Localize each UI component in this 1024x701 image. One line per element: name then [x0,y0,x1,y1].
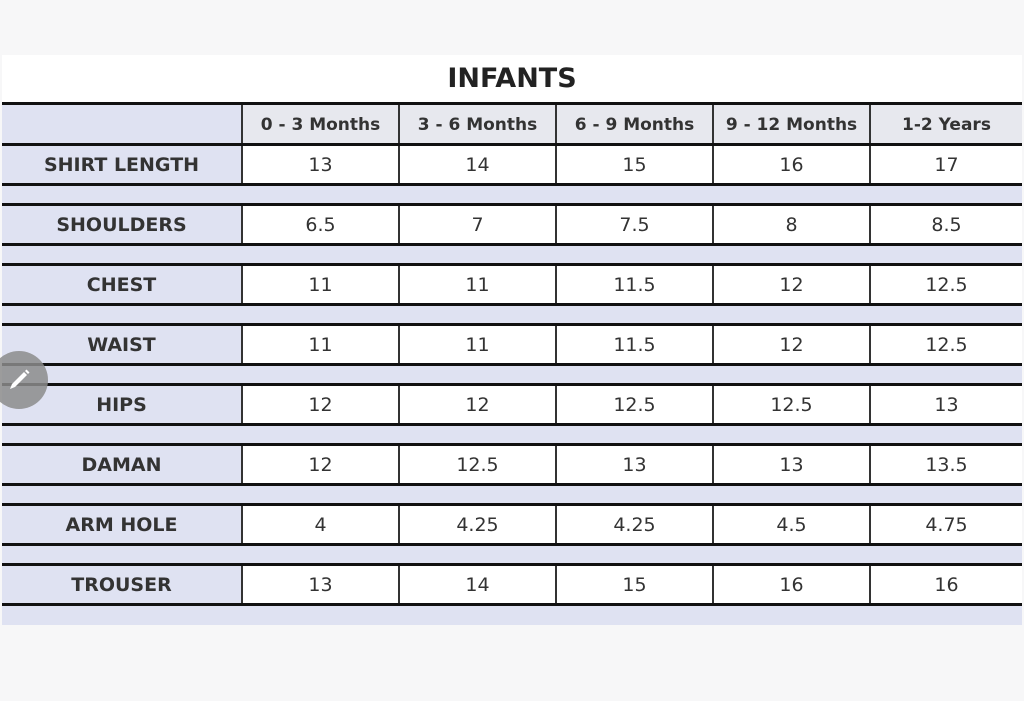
table-cell: 15 [555,566,712,603]
table-cell: 8.5 [869,206,1022,243]
spacer-row [2,186,1022,203]
spacer-row [2,546,1022,563]
table-cell: 13 [712,446,869,483]
pencil-icon [10,369,30,389]
table-title: INFANTS [2,55,1022,105]
row-label: ARM HOLE [2,506,241,543]
table-cell: 11.5 [555,326,712,363]
table-cell: 13 [555,446,712,483]
row-label: CHEST [2,266,241,303]
row-divider [2,563,1022,566]
column-header: 0 - 3 Months [241,105,398,145]
table-cell: 11 [398,326,555,363]
row-divider [2,423,1022,426]
table-cell: 13.5 [869,446,1022,483]
column-header: 3 - 6 Months [398,105,555,145]
table-cell: 7.5 [555,206,712,243]
size-chart-table: INFANTS 0 - 3 Months 3 - 6 Months 6 - 9 Mo… [2,55,1022,625]
table-cell: 4.25 [398,506,555,543]
row-divider [2,323,1022,326]
row-divider [2,263,1022,266]
column-header: 6 - 9 Months [555,105,712,145]
table-cell: 8 [712,206,869,243]
row-divider [2,503,1022,506]
spacer-row [2,606,1022,623]
row-divider [2,363,1022,366]
row-label: DAMAN [2,446,241,483]
table-cell: 11 [241,266,398,303]
table-cell: 12 [398,386,555,423]
table-cell: 11 [241,326,398,363]
row-divider [2,443,1022,446]
table-cell: 14 [398,146,555,183]
edit-button[interactable] [0,351,48,409]
table-cell: 4.75 [869,506,1022,543]
spacer-row [2,246,1022,263]
row-divider [2,543,1022,546]
column-header: 9 - 12 Months [712,105,869,145]
row-divider [2,483,1022,486]
table-cell: 16 [712,566,869,603]
row-divider [2,383,1022,386]
spacer-row [2,306,1022,323]
table-cell: 12.5 [398,446,555,483]
header-corner [2,105,241,145]
table-cell: 11.5 [555,266,712,303]
row-divider [2,243,1022,246]
table-cell: 12.5 [869,326,1022,363]
row-divider [2,303,1022,306]
table-cell: 16 [869,566,1022,603]
table-cell: 12.5 [712,386,869,423]
spacer-row [2,366,1022,383]
row-divider [2,143,1022,146]
table-cell: 15 [555,146,712,183]
row-label: SHOULDERS [2,206,241,243]
table-cell: 17 [869,146,1022,183]
table-cell: 12 [712,266,869,303]
table-cell: 12.5 [555,386,712,423]
row-divider [2,203,1022,206]
table-cell: 7 [398,206,555,243]
table-cell: 12 [241,386,398,423]
row-divider [2,183,1022,186]
table-cell: 4.25 [555,506,712,543]
table-cell: 13 [869,386,1022,423]
table-cell: 4.5 [712,506,869,543]
spacer-row [2,426,1022,443]
table-cell: 12.5 [869,266,1022,303]
row-divider [2,603,1022,606]
spacer-row [2,486,1022,503]
row-label: WAIST [2,326,241,363]
row-label: SHIRT LENGTH [2,146,241,183]
table-cell: 14 [398,566,555,603]
table-cell: 16 [712,146,869,183]
table-cell: 12 [241,446,398,483]
column-header: 1-2 Years [869,105,1022,145]
row-label: TROUSER [2,566,241,603]
table-cell: 6.5 [241,206,398,243]
table-cell: 11 [398,266,555,303]
table-cell: 12 [712,326,869,363]
table-cell: 4 [241,506,398,543]
table-cell: 13 [241,146,398,183]
table-cell: 13 [241,566,398,603]
